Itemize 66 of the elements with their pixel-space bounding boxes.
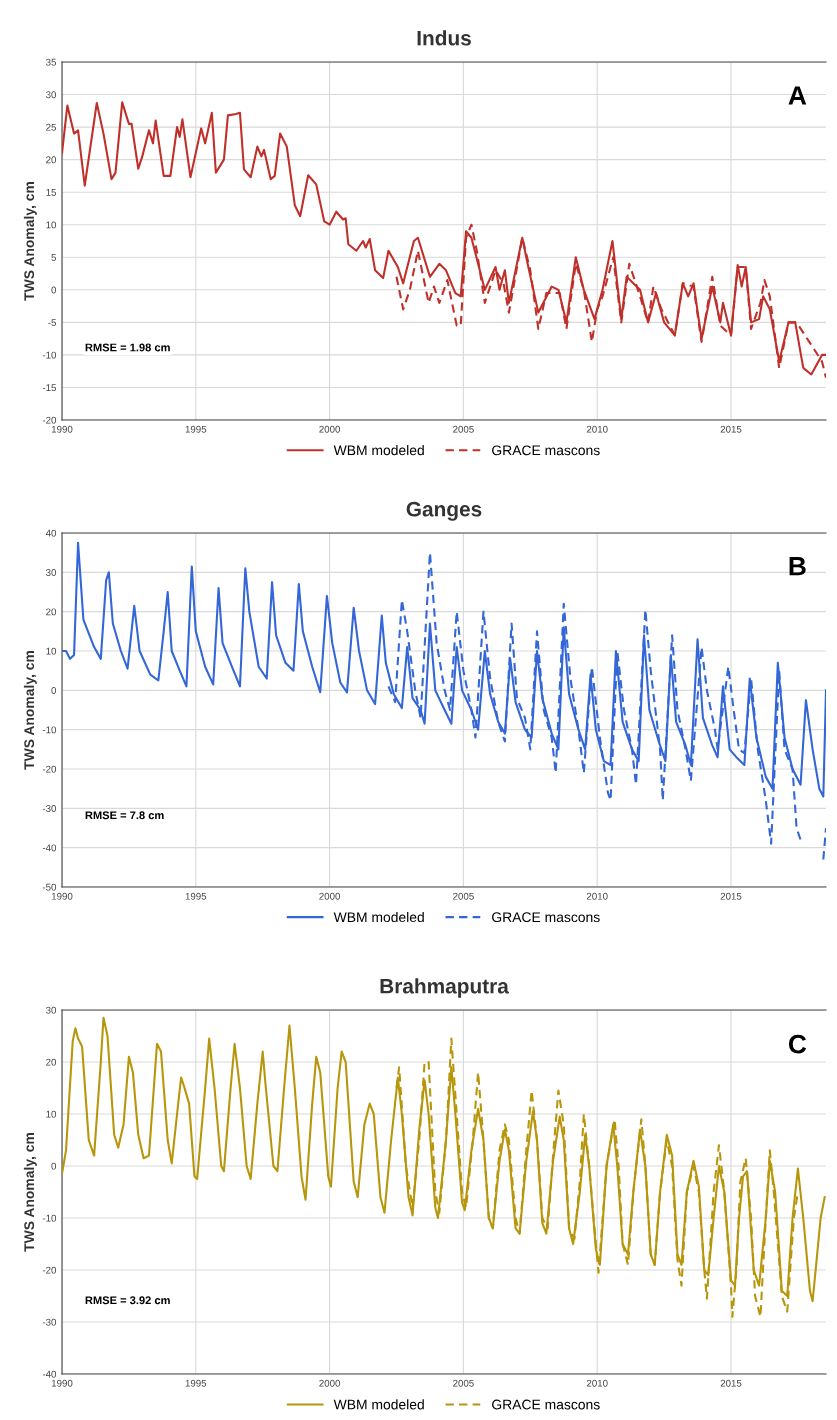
x-tick-label: 2005 [453,892,474,900]
legend-label: GRACE mascons [492,1399,600,1410]
annotation: A [788,86,807,105]
x-tick-label: 1990 [51,892,73,900]
annotation: RMSE = 3.92 cm [85,1296,170,1305]
y-tick-label: -20 [42,765,57,773]
y-tick-label: -20 [42,1266,57,1274]
x-tick-label: 2005 [453,1379,474,1387]
y-tick-label: 0 [51,1162,57,1170]
y-tick-label: 20 [46,608,57,616]
x-tick-label: 2010 [586,892,608,900]
y-tick-label: -40 [42,1370,57,1378]
y-axis-title: TWS Anomaly, cm [23,651,37,770]
y-tick-label: -30 [42,805,57,812]
y-axis-title: TWS Anomaly, cm [23,1133,37,1252]
y-tick-label: 10 [46,221,57,229]
x-tick-label: 1990 [51,1379,73,1387]
y-tick-label: -20 [42,416,57,424]
x-tick-label: 2015 [720,892,742,900]
y-tick-label: 25 [46,123,57,131]
y-tick-label: 20 [46,1058,57,1066]
annotation: RMSE = 1.98 cm [85,343,170,352]
legend-label: WBM modeled [333,911,424,923]
x-tick-label: 1995 [185,892,207,900]
y-tick-label: 30 [46,1006,57,1014]
y-tick-label: 20 [46,156,57,164]
chart-title: Ganges [406,501,482,521]
y-tick-label: -15 [42,384,57,392]
x-tick-label: 1995 [185,425,207,433]
y-tick-label: 30 [46,569,57,576]
chart-title: Brahmaputra [380,978,509,998]
y-tick-label: -50 [42,883,57,891]
x-tick-label: 2000 [319,892,341,900]
x-tick-label: 2015 [720,425,742,433]
y-tick-label: 40 [45,529,57,537]
y-tick-label: 15 [46,189,57,196]
annotation: C [788,1034,807,1054]
legend-label: WBM modeled [333,1399,424,1410]
y-tick-label: -40 [42,844,57,852]
x-tick-label: 2000 [319,1379,341,1387]
y-tick-label: 35 [46,58,57,66]
y-tick-label: 30 [46,91,57,99]
y-tick-label: 10 [46,647,57,655]
y-tick-label: -10 [42,726,57,734]
annotation: B [789,557,806,576]
x-tick-label: 2005 [453,425,474,433]
x-tick-label: 2000 [319,425,341,433]
y-tick-label: 10 [46,1110,57,1118]
y-tick-label: -5 [48,319,57,326]
x-tick-label: 2015 [720,1379,742,1387]
x-tick-label: 1990 [51,425,73,433]
x-tick-label: 1995 [185,1379,207,1387]
y-tick-label: -10 [42,351,57,359]
y-tick-label: 0 [51,687,57,694]
chart-title: Indus [417,30,471,46]
legend-label: GRACE mascons [492,912,600,923]
x-tick-label: 2010 [586,1379,608,1387]
y-tick-label: 5 [51,254,57,261]
y-tick-label: -30 [42,1318,57,1326]
y-tick-label: -10 [42,1214,57,1222]
y-tick-label: 0 [51,286,57,294]
y-axis-title: TWS Anomaly, cm [23,182,37,301]
x-tick-label: 2010 [586,425,608,433]
annotation: RMSE = 7.8 cm [85,811,164,820]
legend-label: GRACE mascons [492,445,600,456]
legend-label: WBM modeled [333,445,424,456]
